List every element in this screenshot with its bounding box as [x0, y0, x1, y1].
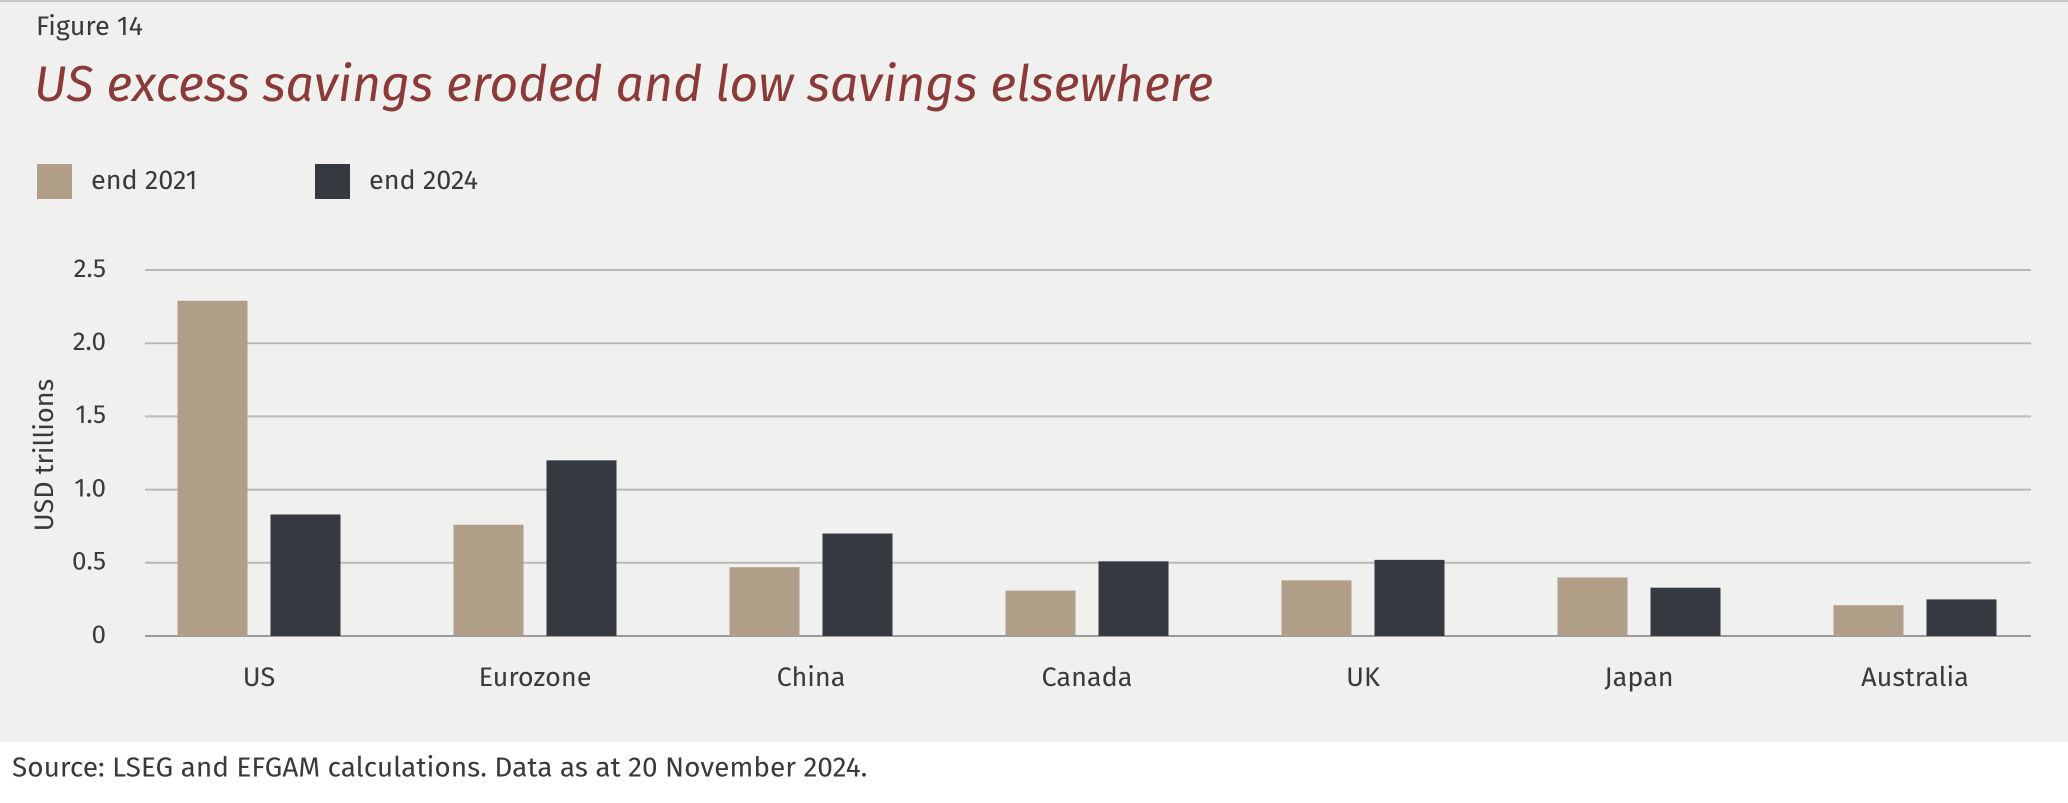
x-tick-label: US: [243, 662, 275, 694]
bar: [177, 300, 248, 636]
y-axis-label: USD trillions: [29, 379, 61, 531]
bar: [270, 514, 341, 636]
bar: [1005, 590, 1076, 636]
bar: [1374, 559, 1445, 636]
bar: [729, 567, 800, 636]
x-tick-label: Eurozone: [479, 662, 592, 694]
x-tick-label: UK: [1346, 662, 1380, 694]
y-tick-label: 2.0: [73, 326, 106, 357]
x-tick-label: Japan: [1604, 662, 1673, 694]
x-tick-label: Australia: [1861, 662, 1969, 694]
x-tick-label: China: [777, 662, 846, 694]
figure-label: Figure 14: [36, 11, 143, 43]
y-tick-label: 1.5: [75, 399, 106, 430]
y-tick-label: 0.5: [72, 546, 106, 577]
legend-swatch: [37, 164, 72, 199]
bar: [1281, 580, 1352, 636]
legend-label: end 2024: [369, 165, 478, 197]
x-tick-label: Canada: [1042, 662, 1133, 694]
source-note: Source: LSEG and EFGAM calculations. Dat…: [12, 751, 867, 784]
legend-label: end 2021: [91, 165, 197, 197]
bar: [822, 533, 893, 636]
bar: [1557, 577, 1628, 636]
y-tick-label: 1.0: [74, 472, 106, 503]
legend-swatch: [315, 164, 350, 199]
bar: [1650, 587, 1721, 636]
y-tick-label: 0: [91, 619, 106, 650]
y-tick-label: 2.5: [74, 253, 106, 284]
bar: [1926, 599, 1997, 636]
bar: [1833, 605, 1904, 636]
chart-title: US excess savings eroded and low savings…: [34, 55, 1213, 115]
bar: [1098, 561, 1169, 636]
bar: [453, 524, 524, 636]
bar: [546, 460, 617, 636]
